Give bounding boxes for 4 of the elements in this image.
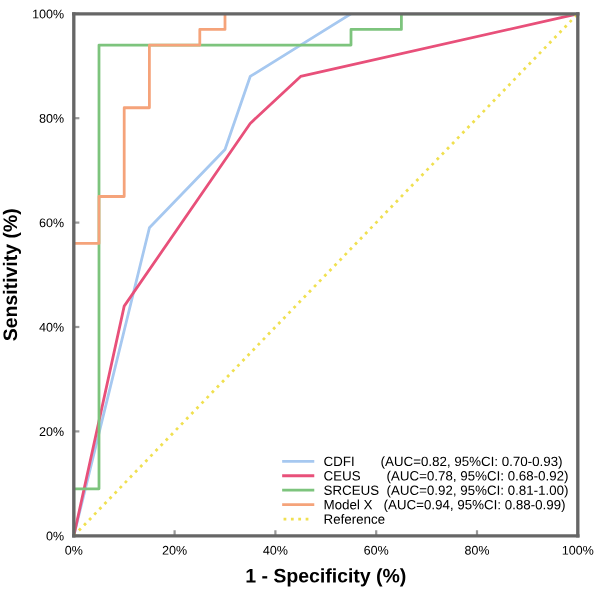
x-axis-title: 1 - Specificity (%) <box>246 568 406 587</box>
line-series <box>73 13 227 245</box>
y-axis-title: Sensitivity (%) <box>2 209 21 341</box>
line-series <box>73 13 578 536</box>
